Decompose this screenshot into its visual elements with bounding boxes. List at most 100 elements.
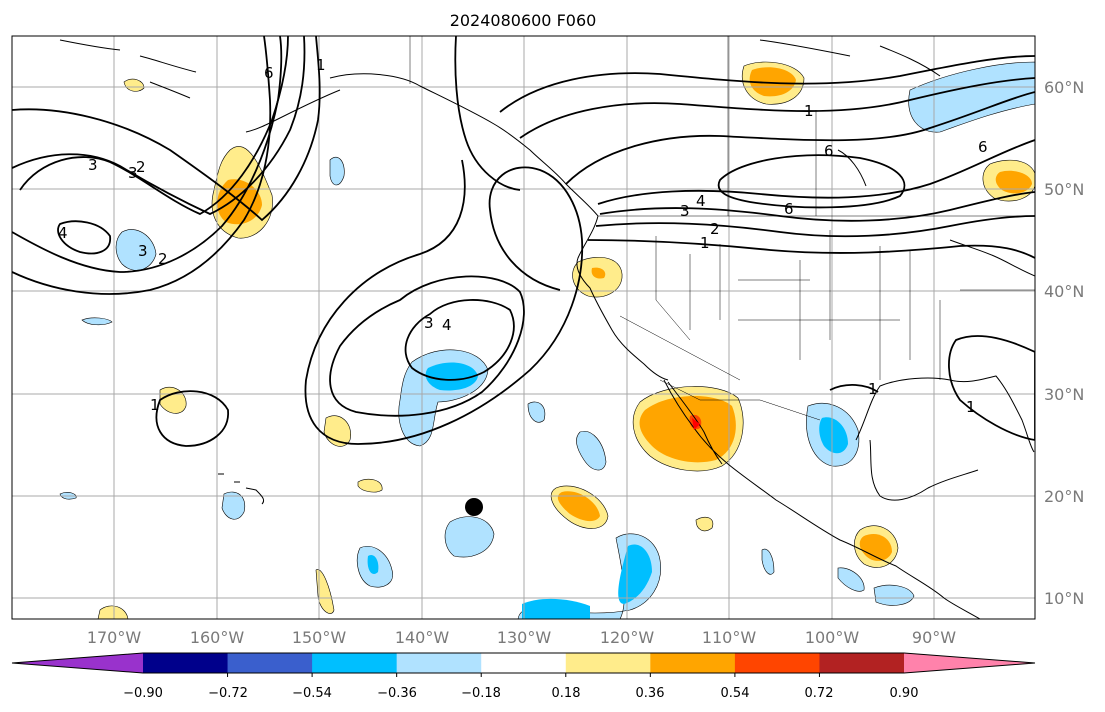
anomaly-positive-small-6	[97, 605, 129, 619]
colorbar-label: −0.18	[461, 686, 501, 701]
contour-label: 4	[58, 224, 68, 242]
coastline-hawaii	[218, 473, 265, 505]
contour-aleutian-4	[12, 36, 283, 273]
contour-label: 3	[424, 314, 434, 332]
colorbar	[11, 652, 1036, 677]
contour-label: 3	[680, 202, 690, 220]
contour-westerly-3	[565, 91, 1035, 185]
anomaly-positive-small-3	[357, 478, 383, 493]
lon-label: 100°W	[805, 628, 860, 647]
colorbar-label: 0.54	[721, 686, 750, 701]
coastline-gulf	[855, 375, 1035, 501]
colorbar-outline	[11, 652, 1036, 674]
contour-label: 1	[150, 396, 160, 414]
contour-label: 6	[978, 138, 988, 156]
colorbar-segment	[565, 653, 651, 673]
contour-label: 6	[264, 64, 274, 82]
anomaly-negative-tropical-9	[873, 584, 915, 606]
anomaly-negative-tropical-2-core	[367, 554, 379, 575]
lon-label: 140°W	[395, 628, 450, 647]
colorbar-label: −0.54	[292, 686, 332, 701]
contour-label: 3	[128, 164, 138, 182]
lon-label: 160°W	[190, 628, 245, 647]
contour-labels: 3 3 4 3 2 6 1 1 3 4 1 4 3 2 1 6 6 6 1 1 …	[58, 56, 988, 416]
contour-westerly-4	[597, 139, 1035, 205]
contour-label: 4	[696, 192, 706, 210]
lat-label: 40°N	[1044, 282, 1084, 301]
lon-label: 90°W	[912, 628, 956, 647]
lat-label: 30°N	[1044, 385, 1084, 404]
contour-west-closed	[155, 390, 229, 447]
contour-westerly-2	[519, 77, 1035, 139]
contour-label: 3	[88, 156, 98, 174]
anomaly-positive-california-core	[591, 267, 606, 279]
contours	[12, 36, 1035, 447]
colorbar-segment	[396, 653, 482, 673]
colorbar-label: 0.36	[636, 686, 665, 701]
anomaly-positive-east-canada-core	[995, 170, 1032, 194]
anomaly-positive-small-4	[695, 516, 714, 532]
anomaly-positive-small-5	[315, 569, 335, 614]
contour-southeast	[948, 335, 1035, 441]
anomaly-negative-tropical-5	[221, 491, 246, 520]
colorbar-segment	[312, 653, 398, 673]
anomaly-negative-tropical-1	[444, 516, 495, 558]
contour-westerly-5	[599, 191, 1035, 222]
anomaly-positive-baja-core	[639, 395, 736, 463]
contour-label: 1	[868, 380, 878, 398]
contour-label: 6	[784, 200, 794, 218]
contour-label: 4	[442, 316, 452, 334]
colorbar-labels: −0.90 −0.72 −0.54 −0.36 −0.18 0.18 0.36 …	[123, 686, 918, 701]
anomaly-negative-labrador	[908, 61, 1035, 133]
storm-center-dot	[465, 498, 483, 516]
contour-label: 6	[824, 142, 834, 160]
contour-mexico	[829, 384, 879, 393]
anomaly-negative-southern-band	[522, 598, 590, 619]
anomaly-negative-tropical-7	[329, 156, 345, 186]
colorbar-segment	[650, 653, 736, 673]
colorbar-segment	[734, 653, 820, 673]
lon-label: 110°W	[702, 628, 757, 647]
contour-subtropical-mid	[329, 275, 525, 417]
anomaly-negative-mexico-core	[819, 417, 848, 454]
contour-canada-closed	[717, 154, 906, 209]
contour-westerly-1	[499, 55, 1035, 113]
contour-subtropical-outer	[304, 159, 584, 445]
anomaly-negative-tropical-3	[576, 431, 607, 471]
anomaly-positive-small-7	[123, 78, 145, 92]
contour-westerly-6	[595, 215, 1035, 238]
lon-label: 130°W	[497, 628, 552, 647]
contour-aleutian-5	[12, 36, 272, 295]
colorbar-label: −0.72	[208, 686, 248, 701]
contour-label: 2	[136, 158, 146, 176]
coastline-alaska	[59, 39, 599, 217]
lat-label: 10°N	[1044, 589, 1084, 608]
contour-label: 1	[966, 398, 976, 416]
contour-label: 2	[710, 220, 720, 238]
colorbar-segment	[819, 653, 905, 673]
lon-label: 150°W	[292, 628, 347, 647]
contour-subtropical-inner	[404, 299, 515, 381]
map-border	[11, 35, 1036, 620]
contour-aleutian-1	[12, 36, 321, 222]
anomaly-negative-subtropical-core	[425, 362, 478, 391]
red-marker	[692, 418, 700, 430]
colorbar-segment	[143, 653, 229, 673]
colorbar-segment	[227, 653, 313, 673]
contour-westerly-7	[587, 239, 1035, 259]
longitude-labels: 170°W 160°W 150°W 140°W 130°W 120°W 110°…	[87, 628, 956, 647]
lat-label: 60°N	[1044, 78, 1084, 97]
map-title: 2024080600 F060	[450, 11, 597, 30]
anomaly-positive-central-america-core	[859, 533, 892, 561]
colorbar-label: 0.72	[805, 686, 834, 701]
coastline-hudson	[759, 39, 1035, 277]
contour-label: 3	[138, 242, 148, 260]
contour-label: 2	[158, 250, 168, 268]
contour-ridge-1	[454, 36, 521, 191]
lat-label: 20°N	[1044, 487, 1084, 506]
colorbar-segment	[481, 653, 567, 673]
colorbar-label: 0.18	[552, 686, 581, 701]
graticule	[12, 36, 1035, 619]
anomaly-negative-tropical-10	[761, 548, 775, 575]
